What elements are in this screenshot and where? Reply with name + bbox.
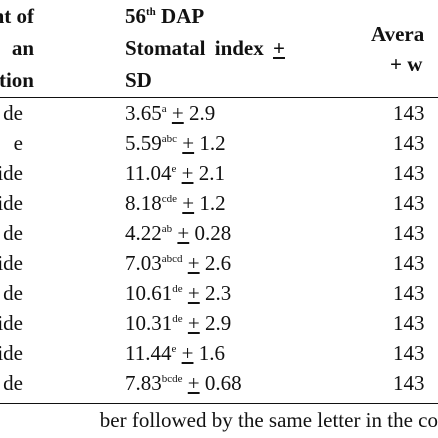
significance-letters: abcd [161,253,183,265]
row-value: 7.03abcd + 2.6 [125,251,232,275]
standard-deviation: 2.6 [204,251,232,275]
table-row: de 3.65a + 2.9 143 [0,98,438,128]
row-value: 3.65a + 2.9 [125,101,216,125]
col2-header-dap: DAP [155,4,205,28]
standard-deviation: 1.2 [199,131,226,155]
row-label: side [0,311,23,335]
col1-header-line2: an [11,36,34,60]
row-value: 7.83bcde + 0.68 [125,371,242,395]
row-label: de [3,281,23,305]
row-col3: 143 [393,341,425,365]
row-value: 10.61de + 2.3 [125,281,232,305]
plus-minus: + [182,191,195,215]
table-row: de 4.22ab + 0.28 143 [0,218,438,248]
table-row: side 11.04e + 2.1 143 [0,158,438,188]
row-col3: 143 [393,161,425,185]
standard-deviation: 2.9 [204,311,232,335]
standard-deviation: 1.6 [198,341,225,365]
footnote-text: ber followed by the same letter in the c… [99,408,438,432]
col1-header-line1: nt of [0,4,34,28]
col1-header-line3: ation [0,68,34,92]
col2-header-ordinal: th [146,6,156,18]
row-col3: 143 [393,311,425,335]
header-rule [0,97,438,98]
standard-deviation: 2.3 [204,281,232,305]
row-label: side [0,161,23,185]
significance-letters: e [171,163,177,175]
significance-letters: a [161,103,167,115]
significance-letters: ab [161,223,173,235]
bottom-rule [0,403,438,404]
row-label: e [13,131,23,155]
col3-header-line1: Avera [371,22,425,46]
col2-header-line2: Stomatal index + [125,36,285,60]
row-label: side [0,191,23,215]
plus-minus: + [187,251,200,275]
row-value: 10.31de + 2.9 [125,311,232,335]
row-value: 5.59abc + 1.2 [125,131,226,155]
significance-letters: de [172,313,183,325]
row-col3: 143 [393,371,425,395]
row-value: 11.44e + 1.6 [125,341,225,365]
plus-minus: + [187,371,200,395]
table-row: de 10.61de + 2.3 143 [0,278,438,308]
row-col3: 143 [393,281,425,305]
plus-minus: + [187,311,200,335]
plus-minus: + [181,341,194,365]
col2-header-day: 56 [125,4,146,28]
col2-header-stomatal-index: Stomatal index [125,36,264,60]
row-label: n side [0,341,23,365]
row-label: ide [0,251,23,275]
significance-letters: de [172,283,183,295]
significance-letters: bcde [161,373,183,385]
row-col3: 143 [393,101,425,125]
col2-header-plus-minus: + [273,36,285,60]
significance-letters: e [171,343,177,355]
col2-header-line1: 56th DAP [125,4,204,28]
col2-header-line3: SD [125,68,152,92]
table-row: ide 7.03abcd + 2.6 143 [0,248,438,278]
plus-minus: + [187,281,200,305]
table-row: de 7.83bcde + 0.68 143 [0,368,438,398]
row-col3: 143 [393,131,425,155]
significance-letters: cde [161,193,178,205]
row-col3: 143 [393,221,425,245]
standard-deviation: 0.28 [194,221,232,245]
row-label: de [3,101,23,125]
plus-minus: + [171,101,184,125]
table-row: side 8.18cde + 1.2 143 [0,188,438,218]
plus-minus: + [181,161,194,185]
row-label: de [3,371,23,395]
standard-deviation: 1.2 [199,191,226,215]
row-label: de [3,221,23,245]
col3-header-line2: + w [390,52,423,76]
plus-minus: + [177,221,190,245]
standard-deviation: 2.9 [188,101,216,125]
standard-deviation: 2.1 [198,161,225,185]
row-value: 11.04e + 2.1 [125,161,225,185]
row-col3: 143 [393,191,425,215]
significance-letters: abc [161,133,178,145]
plus-minus: + [182,131,195,155]
table-row: e 5.59abc + 1.2 143 [0,128,438,158]
row-value: 8.18cde + 1.2 [125,191,226,215]
standard-deviation: 0.68 [204,371,242,395]
table-row: n side 11.44e + 1.6 143 [0,338,438,368]
table-row: side 10.31de + 2.9 143 [0,308,438,338]
row-col3: 143 [393,251,425,275]
row-value: 4.22ab + 0.28 [125,221,232,245]
